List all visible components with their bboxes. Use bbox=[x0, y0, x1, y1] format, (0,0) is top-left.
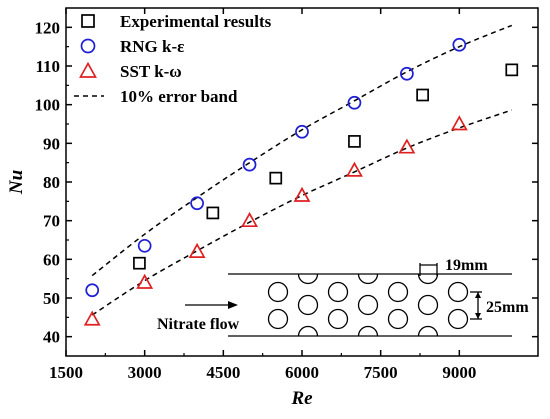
tube-circle bbox=[267, 281, 289, 303]
x-axis-title: Re bbox=[290, 388, 313, 409]
triangle-point bbox=[136, 273, 154, 289]
circle-point bbox=[242, 157, 257, 172]
tube-circle bbox=[417, 294, 439, 316]
tube-circle bbox=[447, 308, 469, 330]
circle-point bbox=[137, 238, 152, 253]
tube-array bbox=[267, 274, 469, 336]
circle-point bbox=[400, 66, 414, 81]
x-tick-label: 4500 bbox=[206, 363, 240, 382]
y-axis-title: Nu bbox=[6, 170, 27, 195]
tube-circle bbox=[357, 294, 379, 316]
legend-label: SST k-ω bbox=[120, 62, 182, 81]
y-tick-label: 70 bbox=[43, 212, 60, 231]
dim-pitch-label: 19mm bbox=[445, 257, 488, 274]
y-tick-label: 50 bbox=[43, 289, 60, 308]
tube-circle bbox=[327, 281, 349, 303]
y-tick-label: 40 bbox=[43, 328, 60, 347]
legend-label: 10% error band bbox=[120, 87, 238, 106]
y-tick-label: 80 bbox=[43, 173, 60, 192]
dim-25-arrow-bottom bbox=[475, 313, 481, 319]
tube-circle bbox=[297, 274, 319, 285]
tube-circle bbox=[327, 308, 349, 330]
circle-point bbox=[190, 196, 204, 211]
circle-point bbox=[85, 283, 100, 298]
triangle-point bbox=[83, 310, 101, 326]
series-triangle bbox=[83, 115, 468, 326]
tube-circle bbox=[447, 281, 469, 303]
dim-25-arrow-top bbox=[475, 292, 481, 298]
tube-circle bbox=[417, 325, 439, 336]
plot-area bbox=[66, 8, 538, 356]
tube-circle bbox=[297, 325, 319, 336]
legend-square-symbol bbox=[81, 14, 95, 28]
legend-label: RNG k-ε bbox=[120, 37, 184, 56]
circle-point bbox=[452, 37, 467, 52]
y-tick-label: 90 bbox=[43, 134, 60, 153]
square-point bbox=[348, 135, 361, 148]
tube-circle bbox=[267, 308, 289, 330]
x-tick-label: 1500 bbox=[49, 363, 83, 382]
flow-label: Nitrate flow bbox=[157, 316, 240, 333]
legend-circle-symbol bbox=[80, 38, 96, 54]
circle-point bbox=[347, 95, 362, 110]
tube-circle bbox=[297, 294, 319, 316]
square-point bbox=[416, 88, 429, 102]
triangle-point bbox=[293, 186, 311, 202]
y-tick-label: 110 bbox=[35, 57, 60, 76]
geometry-inset: Nitrate flow 19mm 25mm bbox=[157, 257, 529, 337]
triangle-point bbox=[345, 161, 363, 177]
y-tick-label: 60 bbox=[43, 250, 60, 269]
square-point bbox=[269, 171, 283, 185]
error-band bbox=[91, 24, 513, 316]
y-tick-label: 100 bbox=[35, 96, 61, 115]
axes: 1500 3000 4500 6000 7500 9000 40 50 60 70 80 90 100 1… bbox=[6, 7, 539, 409]
error-band-upper-line bbox=[91, 24, 513, 277]
triangle-point bbox=[450, 115, 468, 131]
circle-point bbox=[295, 124, 309, 139]
triangle-point bbox=[398, 138, 416, 154]
legend-label: Experimental results bbox=[120, 12, 272, 31]
plot-background bbox=[66, 8, 538, 356]
series-circle bbox=[85, 37, 467, 298]
dim-spacing-label: 25mm bbox=[486, 299, 529, 316]
square-point bbox=[133, 256, 146, 270]
series-square bbox=[133, 63, 519, 270]
tube-circle bbox=[387, 308, 409, 330]
tube-circle bbox=[387, 281, 409, 303]
data-markers bbox=[83, 37, 519, 326]
flow-arrow-head bbox=[228, 301, 238, 309]
error-band-lower-line bbox=[91, 109, 513, 316]
legend: Experimental results RNG k-ε SST k-ω 10% er… bbox=[74, 12, 272, 106]
legend-triangle-symbol bbox=[79, 61, 97, 78]
triangle-point bbox=[241, 211, 259, 228]
x-tick-label: 3000 bbox=[128, 363, 162, 382]
square-point bbox=[206, 206, 220, 220]
triangle-point bbox=[188, 242, 206, 258]
square-point bbox=[505, 63, 519, 77]
x-tick-label: 7500 bbox=[364, 363, 398, 382]
x-tick-label: 6000 bbox=[285, 363, 319, 382]
tube-circle bbox=[357, 325, 379, 336]
y-tick-label: 120 bbox=[35, 18, 61, 37]
tube-circle bbox=[417, 274, 439, 285]
tube-circle bbox=[357, 274, 379, 285]
x-tick-label: 9000 bbox=[442, 363, 476, 382]
